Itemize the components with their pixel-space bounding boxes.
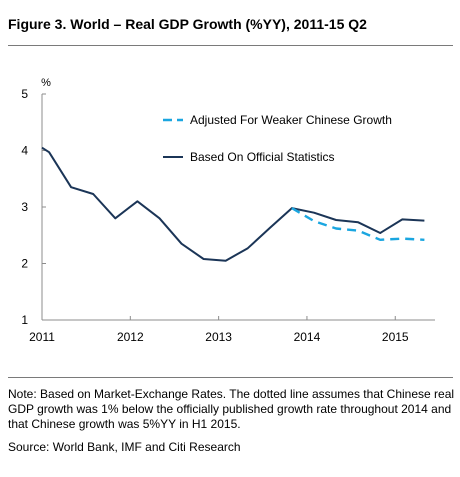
chart-note: Note: Based on Market-Exchange Rates. Th… <box>8 387 455 431</box>
top-divider <box>8 45 453 46</box>
x-tick-label: 2013 <box>205 330 232 344</box>
x-tick-label: 2015 <box>382 330 409 344</box>
legend-official-label: Based On Official Statistics <box>190 150 335 164</box>
series <box>41 146 425 262</box>
legend: Adjusted For Weaker Chinese Growth Based … <box>163 113 392 164</box>
gdp-growth-line-chart: 1 2 3 4 5 2011 2012 2013 2014 2015% Adjusted For … <box>21 77 435 344</box>
legend-adjusted-label: Adjusted For Weaker Chinese Growth <box>190 113 392 127</box>
chart-source: Source: World Bank, IMF and Citi Researc… <box>8 440 241 454</box>
x-tick-label: 2011 <box>29 330 55 344</box>
official-series-line <box>41 146 425 262</box>
y-tick-label: 5 <box>21 87 28 101</box>
y-tick-label: 4 <box>21 144 28 158</box>
x-tick-label: 2014 <box>294 330 321 344</box>
y-tick-label: 3 <box>21 200 28 214</box>
y-tick-label: 2 <box>21 257 28 271</box>
x-tick-label: 2012 <box>117 330 144 344</box>
bottom-divider <box>8 377 453 378</box>
y-axis-unit-label: % <box>41 77 51 89</box>
figure-title: Figure 3. World – Real GDP Growth (%YY),… <box>8 16 367 32</box>
axes: 1 2 3 4 5 2011 2012 2013 2014 2015% <box>21 77 435 344</box>
y-tick-label: 1 <box>21 313 28 327</box>
